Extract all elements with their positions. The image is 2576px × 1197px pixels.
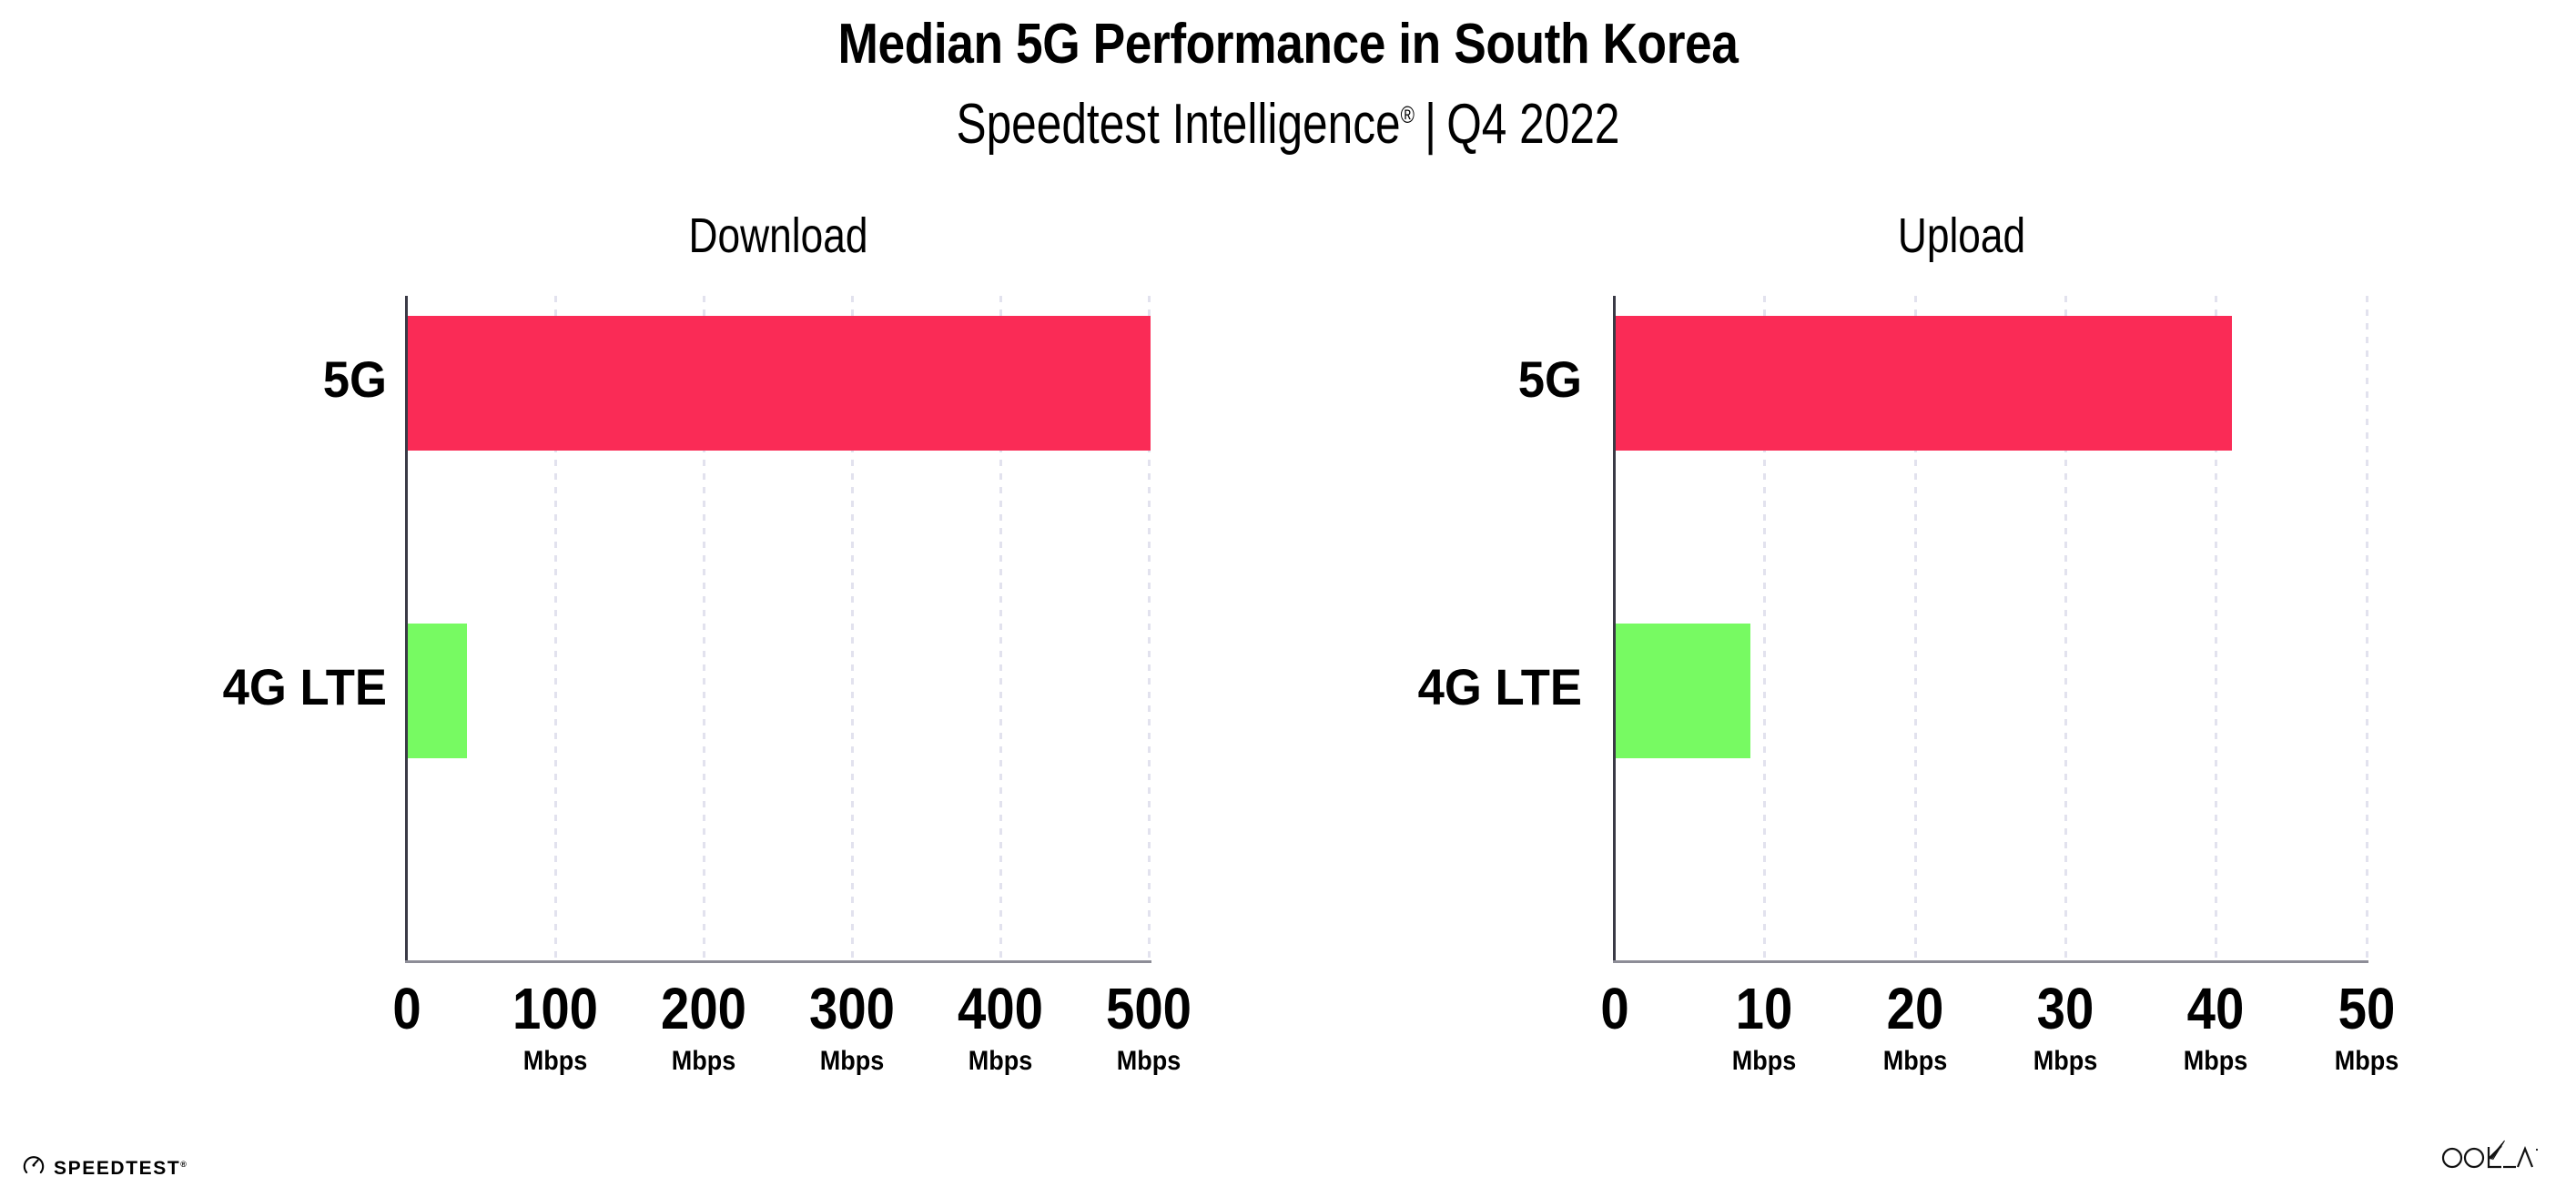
- plot-area-download: [405, 296, 1151, 963]
- gridline-300: [851, 296, 854, 963]
- chart-title-upload: Upload: [1897, 208, 2026, 263]
- tick-value: 300: [809, 976, 895, 1041]
- plot-area-upload: [1613, 296, 2368, 963]
- gridline-30: [2064, 296, 2067, 963]
- tick-value: 10: [1735, 976, 1793, 1041]
- bars-upload: [1616, 296, 2368, 960]
- gridline-50: [2366, 296, 2368, 963]
- tick-value: 50: [2338, 976, 2396, 1041]
- tick-value: 40: [2186, 976, 2245, 1041]
- tick-download-100: 100 Mbps: [464, 979, 646, 1079]
- tick-unit: Mbps: [671, 1046, 736, 1076]
- tick-download-300: 300 Mbps: [761, 979, 943, 1079]
- x-axis-download: [405, 960, 1151, 963]
- tick-unit: Mbps: [968, 1046, 1033, 1076]
- tick-unit: Mbps: [522, 1046, 588, 1076]
- subtitle-brand: Speedtest Intelligence: [956, 93, 1401, 156]
- gridline-500: [1148, 296, 1151, 963]
- tick-unit: Mbps: [1882, 1046, 1948, 1076]
- registered-trademark-icon: ®: [1400, 101, 1415, 128]
- tick-upload-40: 40 Mbps: [2125, 979, 2307, 1079]
- x-tick-labels-download: 0 Mbps 100 Mbps 200 Mbps 300 Mbps 400 Mb…: [392, 979, 1192, 1097]
- gridline-20: [1914, 296, 1917, 963]
- gridline-200: [703, 296, 705, 963]
- category-label-4glte-download: 4G LTE: [222, 658, 387, 715]
- page-title: Median 5G Performance in South Korea: [837, 13, 1739, 76]
- subtitle-period: Q4 2022: [1446, 93, 1620, 156]
- chart-header: Median 5G Performance in South Korea Spe…: [0, 13, 2576, 159]
- x-tick-labels-upload: 0 Mbps 10 Mbps 20 Mbps 30 Mbps 40 Mbps 5…: [1600, 979, 2399, 1097]
- speedtest-wordmark-text: SPEEDTEST: [54, 1158, 181, 1179]
- tick-value: 30: [2036, 976, 2094, 1041]
- tick-value: 20: [1886, 976, 1944, 1041]
- ookla-logo-icon: [2438, 1140, 2551, 1176]
- speedometer-gauge-icon: [22, 1152, 46, 1181]
- tick-upload-30: 30 Mbps: [1974, 979, 2156, 1079]
- chart-subtitle: Speedtest Intelligence® | Q4 2022: [258, 80, 2318, 159]
- tick-unit: Mbps: [2033, 1046, 2098, 1076]
- tick-value: 200: [661, 976, 746, 1041]
- gridline-100: [554, 296, 557, 963]
- gridline-40: [2215, 296, 2217, 963]
- tick-value: 100: [512, 976, 598, 1041]
- tick-value: 0: [1600, 976, 1629, 1041]
- category-label-4glte-upload: 4G LTE: [1417, 658, 1582, 715]
- bar-4glte-upload[interactable]: [1616, 624, 1750, 758]
- tick-upload-20: 20 Mbps: [1824, 979, 2006, 1079]
- tick-upload-10: 10 Mbps: [1673, 979, 1855, 1079]
- tick-download-200: 200 Mbps: [613, 979, 795, 1079]
- tick-value: 0: [392, 976, 421, 1041]
- bar-5g-download[interactable]: [408, 316, 1151, 451]
- y-axis-upload: [1613, 296, 1616, 963]
- subtitle-separator: |: [1425, 93, 1437, 156]
- tick-value: 500: [1106, 976, 1192, 1041]
- tick-unit: Mbps: [819, 1046, 885, 1076]
- bar-4glte-download[interactable]: [408, 624, 467, 758]
- ookla-logo: [2438, 1136, 2551, 1177]
- category-label-5g-upload: 5G: [1517, 350, 1582, 408]
- registered-trademark-icon: ®: [180, 1160, 187, 1169]
- tick-unit: Mbps: [1731, 1046, 1797, 1076]
- tick-download-500: 500 Mbps: [1058, 979, 1240, 1079]
- tick-unit: Mbps: [2334, 1046, 2399, 1076]
- bars-download: [408, 296, 1151, 960]
- tick-download-400: 400 Mbps: [909, 979, 1091, 1079]
- speedtest-wordmark: SPEEDTEST®: [54, 1154, 187, 1179]
- x-axis-upload: [1613, 960, 2368, 963]
- y-axis-download: [405, 296, 408, 963]
- tick-value: 400: [958, 976, 1043, 1041]
- tick-download-0: 0 Mbps: [316, 979, 498, 1079]
- speedtest-logo: SPEEDTEST®: [22, 1152, 187, 1181]
- tick-unit: Mbps: [1116, 1046, 1182, 1076]
- gridline-400: [999, 296, 1002, 963]
- category-label-5g-download: 5G: [322, 350, 387, 408]
- tick-upload-50: 50 Mbps: [2276, 979, 2458, 1079]
- tick-unit: Mbps: [2183, 1046, 2248, 1076]
- gridline-10: [1763, 296, 1766, 963]
- chart-title-download: Download: [688, 208, 868, 263]
- bar-5g-upload[interactable]: [1616, 316, 2232, 451]
- tick-upload-0: 0 Mbps: [1524, 979, 1706, 1079]
